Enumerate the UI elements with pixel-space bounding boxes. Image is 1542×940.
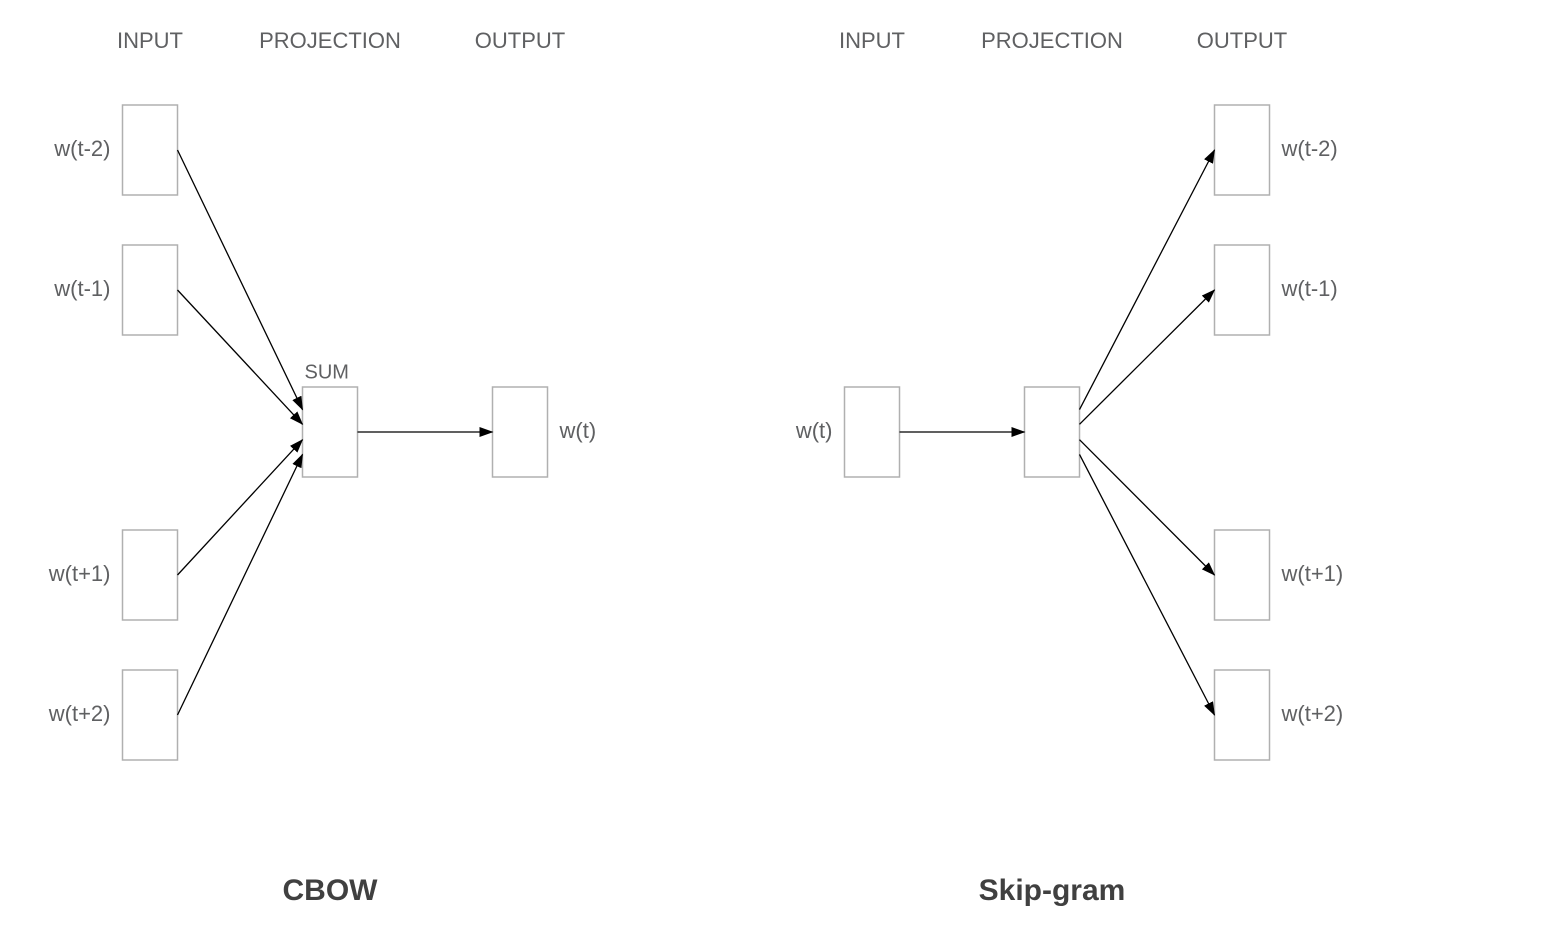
- skipgram-edge-out-3: [1080, 454, 1215, 715]
- cbow-output-label: w(t): [559, 418, 597, 443]
- cbow-input-label-2: w(t+1): [48, 561, 111, 586]
- cbow-input-label-1: w(t-1): [53, 276, 110, 301]
- skipgram-output-box-0: [1215, 105, 1270, 195]
- cbow-input-box-3: [123, 670, 178, 760]
- cbow-header-input: INPUT: [117, 28, 183, 53]
- cbow-input-label-3: w(t+2): [48, 701, 111, 726]
- cbow-input-box-2: [123, 530, 178, 620]
- cbow-edge-in-1: [178, 290, 303, 424]
- cbow-projection-box: [303, 387, 358, 477]
- skipgram-diagram: INPUT PROJECTION OUTPUT w(t) w(t-2) w(t-1)…: [795, 28, 1343, 907]
- cbow-output-box: [493, 387, 548, 477]
- skipgram-output-label-2: w(t+1): [1281, 561, 1344, 586]
- cbow-edge-in-2: [178, 440, 303, 575]
- cbow-edge-in-0: [178, 150, 303, 410]
- skipgram-header-output: OUTPUT: [1197, 28, 1287, 53]
- cbow-header-output: OUTPUT: [475, 28, 565, 53]
- skipgram-edge-out-2: [1080, 440, 1215, 575]
- skipgram-output-label-3: w(t+2): [1281, 701, 1344, 726]
- cbow-edge-in-3: [178, 454, 303, 715]
- cbow-input-box-0: [123, 105, 178, 195]
- cbow-input-box-1: [123, 245, 178, 335]
- skipgram-output-box-2: [1215, 530, 1270, 620]
- cbow-sum-label: SUM: [305, 361, 349, 383]
- skipgram-edge-out-0: [1080, 150, 1215, 410]
- skipgram-output-label-1: w(t-1): [1281, 276, 1338, 301]
- skipgram-output-box-3: [1215, 670, 1270, 760]
- cbow-title: CBOW: [283, 874, 379, 907]
- cbow-header-projection: PROJECTION: [259, 28, 401, 53]
- skipgram-edge-out-1: [1080, 290, 1215, 424]
- skipgram-header-projection: PROJECTION: [981, 28, 1123, 53]
- cbow-diagram: INPUT PROJECTION OUTPUT w(t-2) w(t-1) w(t+…: [48, 28, 596, 907]
- skipgram-input-box: [845, 387, 900, 477]
- skipgram-output-label-0: w(t-2): [1281, 136, 1338, 161]
- skipgram-projection-box: [1025, 387, 1080, 477]
- skipgram-input-label: w(t): [795, 418, 833, 443]
- skipgram-header-input: INPUT: [839, 28, 905, 53]
- skipgram-output-box-1: [1215, 245, 1270, 335]
- cbow-input-label-0: w(t-2): [53, 136, 110, 161]
- diagram-canvas: INPUT PROJECTION OUTPUT w(t-2) w(t-1) w(t+…: [0, 0, 1542, 940]
- skipgram-title: Skip-gram: [979, 874, 1126, 907]
